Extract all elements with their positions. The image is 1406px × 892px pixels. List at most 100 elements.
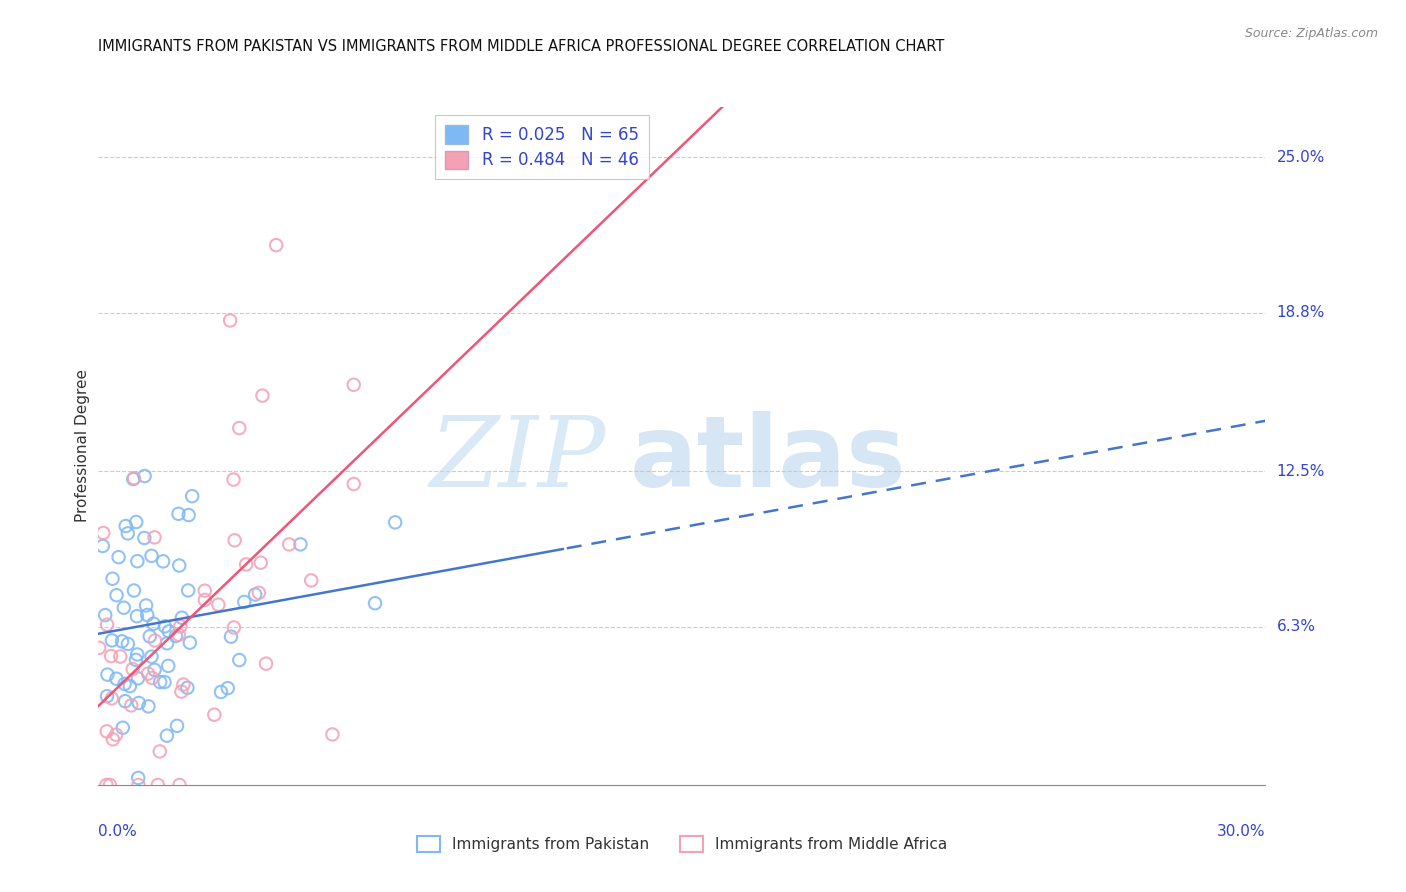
Legend: R = 0.025   N = 65, R = 0.484   N = 46: R = 0.025 N = 65, R = 0.484 N = 46 bbox=[434, 115, 648, 179]
Text: 18.8%: 18.8% bbox=[1277, 305, 1324, 320]
Point bbox=[157, 624, 180, 639]
Text: 6.3%: 6.3% bbox=[1277, 619, 1316, 634]
Point bbox=[169, 558, 191, 573]
Point bbox=[176, 681, 198, 695]
Point bbox=[249, 556, 271, 570]
Point bbox=[122, 472, 145, 486]
Point bbox=[101, 732, 124, 747]
Point bbox=[143, 530, 166, 544]
Text: Source: ZipAtlas.com: Source: ZipAtlas.com bbox=[1244, 27, 1378, 40]
Point bbox=[167, 507, 190, 521]
Point bbox=[105, 728, 128, 742]
Point bbox=[169, 778, 191, 792]
Point bbox=[228, 421, 250, 435]
Point bbox=[91, 525, 114, 540]
Point bbox=[170, 610, 193, 624]
Point bbox=[114, 694, 136, 708]
Point bbox=[149, 744, 172, 758]
Point bbox=[117, 526, 139, 541]
Point bbox=[101, 691, 124, 706]
Point bbox=[343, 377, 366, 392]
Point bbox=[228, 653, 250, 667]
Point bbox=[134, 469, 156, 483]
Point bbox=[143, 663, 166, 677]
Point bbox=[254, 657, 277, 671]
Point bbox=[125, 653, 148, 667]
Text: 0.0%: 0.0% bbox=[98, 824, 138, 838]
Point bbox=[142, 616, 165, 631]
Point bbox=[125, 609, 148, 624]
Point bbox=[153, 619, 176, 633]
Point bbox=[141, 649, 163, 664]
Point bbox=[177, 583, 200, 598]
Point bbox=[194, 583, 217, 598]
Point bbox=[96, 617, 118, 632]
Text: IMMIGRANTS FROM PAKISTAN VS IMMIGRANTS FROM MIDDLE AFRICA PROFESSIONAL DEGREE CO: IMMIGRANTS FROM PAKISTAN VS IMMIGRANTS F… bbox=[98, 38, 945, 54]
Point bbox=[118, 679, 141, 693]
Point bbox=[179, 635, 201, 649]
Point bbox=[278, 537, 301, 551]
Point bbox=[177, 508, 200, 522]
Point bbox=[146, 778, 169, 792]
Y-axis label: Professional Degree: Professional Degree bbox=[75, 369, 90, 523]
Point bbox=[107, 550, 129, 565]
Point bbox=[122, 471, 145, 485]
Point bbox=[110, 649, 132, 664]
Point bbox=[209, 685, 232, 699]
Point bbox=[135, 599, 157, 613]
Point bbox=[219, 313, 242, 327]
Point bbox=[121, 662, 143, 676]
Point bbox=[169, 619, 191, 633]
Point bbox=[166, 719, 188, 733]
Point bbox=[167, 628, 190, 642]
Point bbox=[299, 574, 322, 588]
Point bbox=[156, 636, 179, 650]
Point bbox=[224, 533, 246, 548]
Point bbox=[290, 537, 312, 551]
Point bbox=[172, 677, 194, 691]
Point bbox=[343, 477, 366, 491]
Point bbox=[101, 572, 124, 586]
Point bbox=[153, 675, 176, 690]
Point bbox=[194, 592, 217, 607]
Point bbox=[222, 620, 245, 634]
Point bbox=[111, 634, 134, 648]
Point bbox=[96, 724, 118, 739]
Point bbox=[143, 633, 166, 648]
Point bbox=[91, 539, 114, 553]
Point bbox=[321, 727, 343, 741]
Point bbox=[247, 586, 270, 600]
Text: 12.5%: 12.5% bbox=[1277, 464, 1324, 479]
Point bbox=[127, 648, 149, 662]
Point bbox=[136, 607, 159, 622]
Point bbox=[134, 531, 156, 545]
Text: atlas: atlas bbox=[630, 411, 905, 508]
Point bbox=[112, 600, 135, 615]
Point bbox=[127, 554, 149, 568]
Text: 30.0%: 30.0% bbox=[1218, 824, 1265, 838]
Point bbox=[149, 675, 172, 690]
Point bbox=[152, 554, 174, 568]
Point bbox=[96, 689, 118, 703]
Point bbox=[219, 630, 242, 644]
Point bbox=[105, 672, 128, 686]
Text: ZIP: ZIP bbox=[430, 412, 606, 508]
Point bbox=[114, 677, 136, 691]
Point bbox=[138, 629, 160, 643]
Point bbox=[96, 778, 118, 792]
Point bbox=[136, 666, 159, 681]
Point bbox=[128, 696, 150, 710]
Point bbox=[100, 648, 122, 663]
Point bbox=[156, 729, 179, 743]
Point bbox=[235, 558, 257, 572]
Point bbox=[217, 681, 239, 695]
Point bbox=[98, 778, 121, 792]
Point bbox=[111, 721, 134, 735]
Point bbox=[122, 583, 145, 598]
Point bbox=[138, 699, 160, 714]
Point bbox=[141, 671, 163, 685]
Point bbox=[127, 778, 149, 792]
Point bbox=[202, 707, 225, 722]
Point bbox=[120, 698, 142, 713]
Point bbox=[207, 598, 229, 612]
